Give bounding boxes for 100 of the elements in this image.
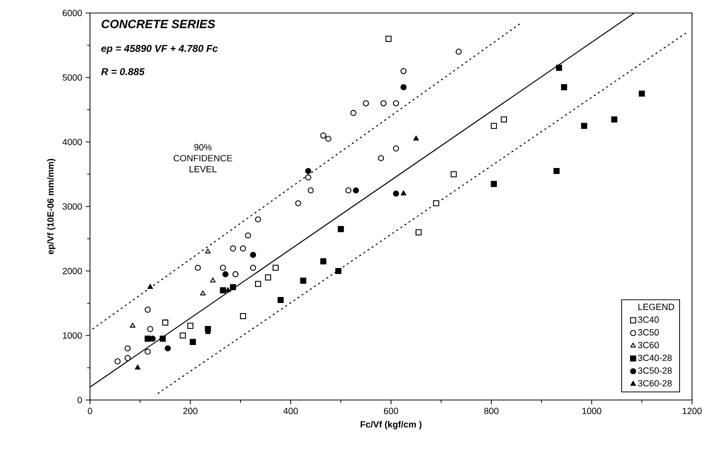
point [272,264,279,271]
point [240,245,246,252]
point [305,168,312,174]
legend-label: 3C40-28 [638,354,672,361]
legend-label: 3C40 [638,316,659,323]
y-tick-label: 5000 [62,74,82,81]
y-tick-label: 4000 [62,138,82,146]
point [164,345,171,352]
point [325,136,332,142]
point [554,168,560,174]
point [433,200,440,206]
point [561,84,568,90]
point [240,313,246,320]
point [416,229,422,236]
point [611,116,618,122]
point [190,338,196,345]
point [255,216,262,222]
point [244,232,252,239]
point [490,122,497,129]
point [265,274,272,280]
legend-label: 3C50 [638,329,659,336]
point [230,284,236,290]
y-axis-title: ep/Vf (10E-06 mm/mm) [47,158,56,254]
point [456,48,462,55]
point [124,355,131,362]
point [220,264,226,271]
point [114,358,121,364]
point [320,132,326,139]
point [134,364,140,370]
point [222,271,228,278]
chart-title: CONCRETE SERIES [102,20,216,28]
point [581,122,588,129]
point [250,252,256,258]
point [350,110,356,116]
point [210,278,216,282]
point [380,100,387,106]
point [400,190,406,196]
point [308,187,314,194]
point [345,187,352,194]
point [338,226,344,232]
x-tick-label: 600 [384,408,398,414]
point [147,326,154,332]
point [300,278,306,284]
x-tick-label: 200 [183,408,198,414]
point [450,171,457,178]
point [220,287,226,294]
point [352,187,359,194]
point [392,100,400,106]
point [362,100,369,106]
y-tick-label: 2000 [62,268,82,274]
point [225,287,231,292]
point [187,322,194,329]
point [130,322,136,328]
legend-label: 3C50-28 [638,367,672,374]
x-tick-label: 0 [88,408,92,414]
point [144,348,151,355]
legend-title: LEGEND [638,304,674,310]
point [200,290,206,296]
annotation: R = 0.885 [101,68,145,76]
point [250,264,256,271]
x-tick-label: 1000 [582,408,602,414]
point [638,90,645,97]
point [320,258,326,264]
annotation: 90% CONFIDENCE LEVEL [174,144,232,172]
point [162,320,168,326]
point [144,306,151,313]
point [124,345,131,352]
point [335,268,342,274]
point [378,155,384,162]
point [180,332,186,339]
legend-label: 3C60-28 [638,380,672,386]
legend-label: 3C60 [638,342,659,348]
point [413,136,419,141]
point [400,68,407,74]
point [385,36,392,42]
point [255,280,262,287]
x-tick-label: 800 [484,408,498,414]
y-tick-label: 3000 [62,203,82,210]
x-tick-label: 1200 [682,408,702,414]
point [194,264,201,271]
point [400,84,407,90]
point [144,336,151,342]
point [295,200,302,206]
point [392,190,400,197]
point [490,180,497,187]
y-tick-label: 6000 [62,10,82,16]
point [148,284,153,289]
point [160,336,166,342]
point [205,248,211,254]
point [392,145,400,152]
annotation: ep = 45890 VF + 4.780 Fc [101,44,218,54]
point [556,64,562,71]
y-tick-label: 0 [78,396,82,404]
point [305,174,312,181]
point [232,271,239,278]
x-axis-title: Fc/Vf (kgf/cm ) [360,420,422,430]
point [230,245,236,252]
x-tick-label: 400 [283,408,298,414]
point [278,296,284,304]
point [500,116,507,122]
